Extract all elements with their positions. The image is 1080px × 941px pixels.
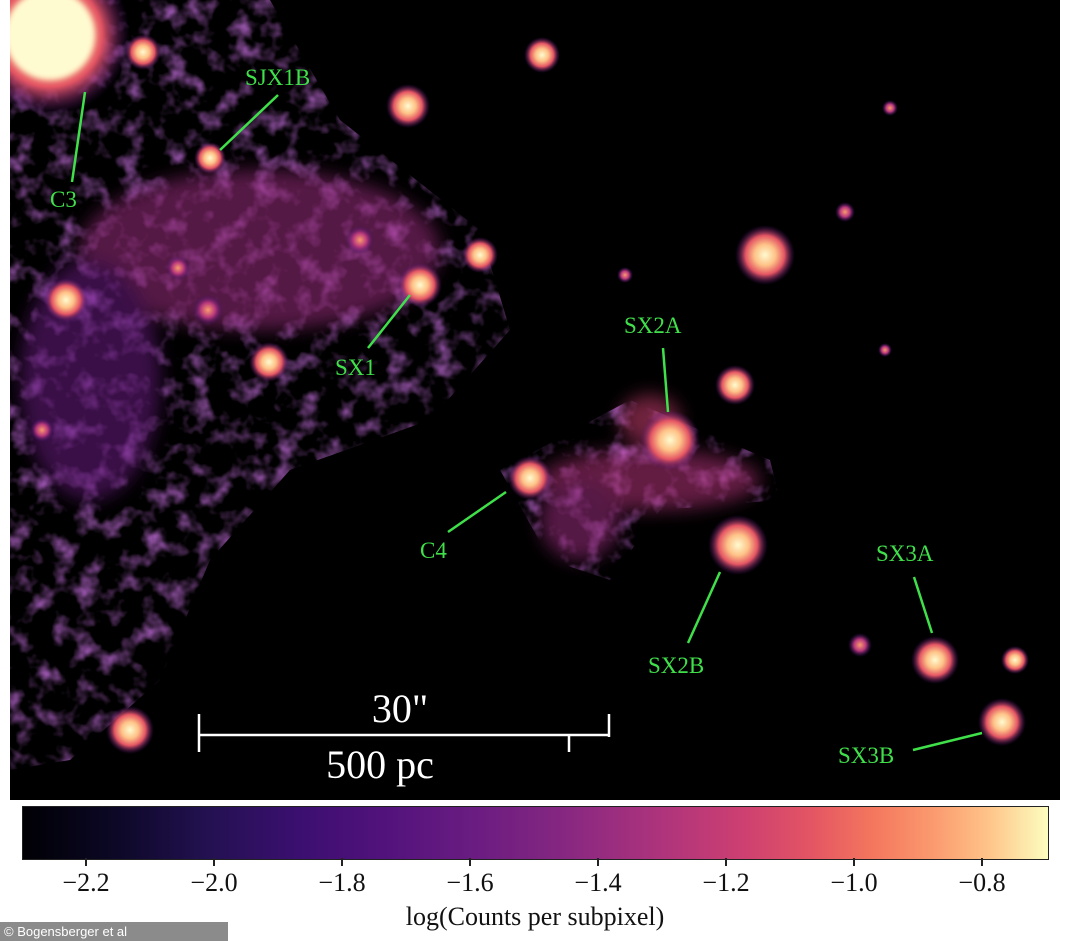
- colorbar-tick-label: −1.2: [702, 868, 750, 897]
- colorbar-title: log(Counts per subpixel): [405, 902, 665, 931]
- leader-c4: [447, 490, 507, 534]
- label-sx3b: SX3B: [838, 743, 894, 768]
- xray-image-panel: C3 SJX1B SX1 SX2A C4 SX2B SX3A SX3B 30" …: [10, 0, 1060, 800]
- colorbar-tick-label: −2.2: [62, 868, 110, 897]
- leader-c3: [70, 91, 87, 183]
- label-sjx1b: SJX1B: [245, 65, 310, 90]
- leader-sx3a: [912, 576, 934, 634]
- image-credit: © Bogensberger et al: [0, 922, 228, 941]
- colorbar-tick: [469, 858, 471, 866]
- colorbar-tick: [341, 858, 343, 866]
- leader-sx1: [367, 294, 411, 349]
- leader-sx3b: [912, 731, 983, 752]
- colorbar-tick-label: −1.6: [446, 868, 494, 897]
- xray-image: C3 SJX1B SX1 SX2A C4 SX2B SX3A SX3B 30" …: [10, 0, 1029, 787]
- leader-sx2a: [661, 347, 670, 413]
- scale-bar: 30" 500 pc: [197, 686, 611, 787]
- label-c4: C4: [420, 538, 447, 563]
- colorbar-tick-label: −1.4: [574, 868, 622, 897]
- colorbar-tick: [853, 858, 855, 866]
- colorbar-tick: [981, 858, 983, 866]
- source-annotations: C3 SJX1B SX1 SX2A C4 SX2B SX3A SX3B: [50, 65, 983, 768]
- colorbar-tick-label: −1.0: [830, 868, 878, 897]
- diffuse-emission: [10, 0, 780, 770]
- label-sx3a: SX3A: [876, 541, 934, 566]
- colorbar-tick: [597, 858, 599, 866]
- colorbar-tick-label: −0.8: [958, 868, 1006, 897]
- colorbar: [22, 806, 1049, 860]
- leader-sx2b: [686, 571, 722, 644]
- colorbar-tick-label: −2.0: [190, 868, 238, 897]
- colorbar-tick: [725, 858, 727, 866]
- scale-angular: 30": [372, 686, 428, 731]
- leader-sjx1b: [219, 94, 279, 151]
- scale-physical: 500 pc: [326, 742, 434, 787]
- colorbar-tick: [213, 858, 215, 866]
- colorbar-tick: [85, 858, 87, 866]
- point-sources: [10, 0, 1029, 754]
- label-sx2a: SX2A: [624, 313, 682, 338]
- label-sx2b: SX2B: [648, 653, 704, 678]
- label-sx1: SX1: [335, 355, 376, 380]
- label-c3: C3: [50, 187, 77, 212]
- colorbar-tick-label: −1.8: [318, 868, 366, 897]
